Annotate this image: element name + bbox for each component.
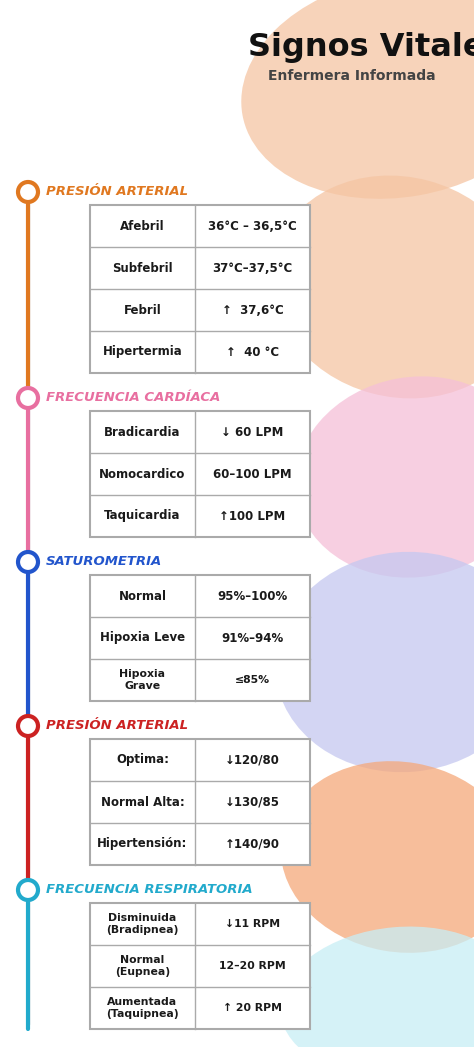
Text: Normal Alta:: Normal Alta: [100, 796, 184, 808]
Text: Normal: Normal [118, 589, 166, 602]
Text: ↓130/85: ↓130/85 [225, 796, 280, 808]
Ellipse shape [275, 552, 474, 773]
FancyBboxPatch shape [90, 575, 310, 701]
Circle shape [18, 182, 38, 202]
Text: SATUROMETRIA: SATUROMETRIA [46, 555, 162, 569]
Text: Hipertermia: Hipertermia [103, 346, 182, 358]
FancyBboxPatch shape [90, 411, 310, 537]
Text: 60–100 LPM: 60–100 LPM [213, 468, 292, 481]
Text: ↑  37,6°C: ↑ 37,6°C [222, 304, 283, 316]
Circle shape [18, 879, 38, 900]
Circle shape [18, 552, 38, 572]
Text: ↓11 RPM: ↓11 RPM [225, 919, 280, 929]
Ellipse shape [271, 176, 474, 399]
Text: Febril: Febril [124, 304, 161, 316]
FancyBboxPatch shape [90, 903, 310, 1029]
Text: 91%–94%: 91%–94% [221, 631, 283, 645]
Text: 37°C–37,5°C: 37°C–37,5°C [212, 262, 292, 274]
Text: ↑  40 °C: ↑ 40 °C [226, 346, 279, 358]
Text: ↑140/90: ↑140/90 [225, 838, 280, 850]
Text: ↓ 60 LPM: ↓ 60 LPM [221, 425, 283, 439]
Text: ↑ 20 RPM: ↑ 20 RPM [223, 1003, 282, 1013]
Ellipse shape [296, 376, 474, 578]
Text: Disminuida
(Bradipnea): Disminuida (Bradipnea) [106, 913, 179, 935]
Ellipse shape [241, 0, 474, 199]
Text: Subfebril: Subfebril [112, 262, 173, 274]
FancyBboxPatch shape [90, 739, 310, 865]
Circle shape [18, 716, 38, 736]
Text: PRESIÓN ARTERIAL: PRESIÓN ARTERIAL [46, 719, 188, 732]
Text: Hipoxia Leve: Hipoxia Leve [100, 631, 185, 645]
Text: Bradicardia: Bradicardia [104, 425, 181, 439]
Text: Aumentada
(Taquipnea): Aumentada (Taquipnea) [106, 997, 179, 1019]
Text: Enfermera Informada: Enfermera Informada [268, 69, 436, 83]
Text: PRESIÓN ARTERIAL: PRESIÓN ARTERIAL [46, 185, 188, 198]
Text: FRECUENCIA RESPIRATORIA: FRECUENCIA RESPIRATORIA [46, 883, 253, 896]
Text: Normal
(Eupnea): Normal (Eupnea) [115, 955, 170, 977]
Text: ↑100 LPM: ↑100 LPM [219, 510, 286, 522]
FancyBboxPatch shape [90, 205, 310, 373]
Circle shape [18, 388, 38, 408]
Text: Signos Vitales: Signos Vitales [248, 32, 474, 63]
Text: Optima:: Optima: [116, 754, 169, 766]
Text: ≤85%: ≤85% [235, 675, 270, 685]
Ellipse shape [280, 927, 474, 1047]
Text: Afebril: Afebril [120, 220, 165, 232]
Text: Taquicardia: Taquicardia [104, 510, 181, 522]
Text: Nomocardico: Nomocardico [100, 468, 186, 481]
Text: Hipertensión:: Hipertensión: [97, 838, 188, 850]
Text: FRECUENCIA CARDÍACA: FRECUENCIA CARDÍACA [46, 391, 220, 404]
Ellipse shape [281, 761, 474, 953]
Text: ↓120/80: ↓120/80 [225, 754, 280, 766]
Text: 95%–100%: 95%–100% [218, 589, 288, 602]
Text: 12–20 RPM: 12–20 RPM [219, 961, 286, 971]
Text: Hipoxia
Grave: Hipoxia Grave [119, 669, 165, 691]
Text: 36°C – 36,5°C: 36°C – 36,5°C [208, 220, 297, 232]
